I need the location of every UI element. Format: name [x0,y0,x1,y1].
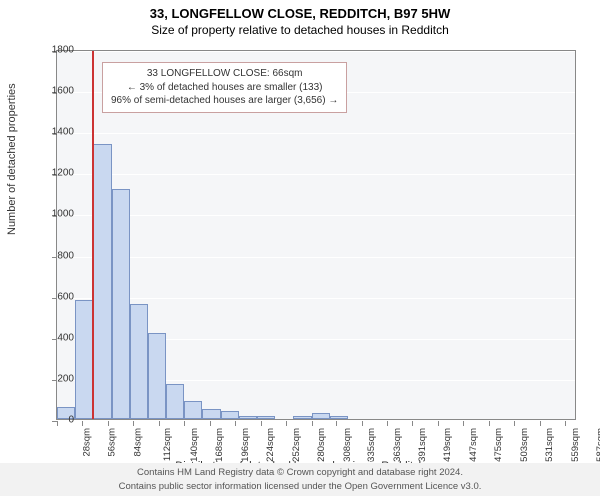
histogram-bar [293,416,311,419]
ytick-label: 1000 [52,209,74,220]
annotation-line: 96% of semi-detached houses are larger (… [111,94,338,108]
xtick-label: 503sqm [519,428,530,462]
ytick-mark [52,380,57,381]
annotation-line: ← 3% of detached houses are smaller (133… [111,81,338,95]
histogram-bar [202,409,220,419]
ytick-label: 1200 [52,168,74,179]
ytick-label: 0 [68,415,74,426]
footer-line: Contains public sector information licen… [0,480,600,493]
xtick-mark [362,421,363,426]
xtick-mark [565,421,566,426]
histogram-bar [257,416,275,419]
xtick-mark [133,421,134,426]
ytick-mark [52,298,57,299]
footer-line: Contains HM Land Registry data © Crown c… [0,466,600,479]
histogram-bar [166,384,184,419]
xtick-label: 335sqm [366,428,377,462]
xtick-mark [57,421,58,426]
property-marker-line [92,51,94,419]
histogram-bar [184,401,202,420]
xtick-label: 56sqm [107,428,118,457]
xtick-mark [184,421,185,426]
xtick-label: 447sqm [468,428,479,462]
xtick-label: 224sqm [265,428,276,462]
xtick-label: 140sqm [189,428,200,462]
ytick-mark [52,339,57,340]
chart-subtitle: Size of property relative to detached ho… [0,21,600,37]
annotation-line: 33 LONGFELLOW CLOSE: 66sqm [111,67,338,81]
histogram-bar [312,413,330,419]
gridline [57,174,575,175]
xtick-label: 252sqm [290,428,301,462]
xtick-label: 363sqm [391,428,402,462]
xtick-mark [336,421,337,426]
xtick-mark [387,421,388,426]
xtick-label: 587sqm [595,428,600,462]
xtick-label: 391sqm [417,428,428,462]
y-axis-label: Number of detached properties [6,83,18,235]
histogram-bar [330,416,348,419]
ytick-label: 1400 [52,127,74,138]
xtick-mark [210,421,211,426]
histogram-bar [239,416,257,419]
xtick-mark [412,421,413,426]
xtick-label: 196sqm [240,428,251,462]
xtick-mark [438,421,439,426]
footer: Contains HM Land Registry data © Crown c… [0,463,600,496]
gridline [57,51,575,52]
ytick-label: 400 [57,332,74,343]
histogram-bar [112,189,130,419]
ytick-label: 600 [57,291,74,302]
xtick-mark [286,421,287,426]
xtick-label: 475sqm [493,428,504,462]
gridline [57,257,575,258]
chart-area: 33 LONGFELLOW CLOSE: 66sqm ← 3% of detac… [56,50,576,420]
gridline [57,421,575,422]
xtick-mark [82,421,83,426]
xtick-label: 559sqm [570,428,581,462]
xtick-label: 28sqm [82,428,93,457]
chart-title: 33, LONGFELLOW CLOSE, REDDITCH, B97 5HW [0,0,600,21]
ytick-mark [52,257,57,258]
xtick-mark [489,421,490,426]
xtick-label: 112sqm [162,428,173,461]
xtick-label: 84sqm [132,428,143,457]
xtick-mark [540,421,541,426]
xtick-mark [108,421,109,426]
histogram-bar [148,333,166,419]
xtick-mark [261,421,262,426]
gridline [57,133,575,134]
histogram-bar [130,304,148,419]
xtick-label: 308sqm [341,428,352,462]
ytick-label: 1800 [52,45,74,56]
xtick-label: 280sqm [316,428,327,462]
gridline [57,215,575,216]
xtick-mark [159,421,160,426]
xtick-mark [514,421,515,426]
gridline [57,298,575,299]
annotation-box: 33 LONGFELLOW CLOSE: 66sqm ← 3% of detac… [102,62,347,113]
histogram-bar [221,411,239,419]
xtick-label: 168sqm [214,428,225,462]
xtick-label: 531sqm [544,428,555,462]
xtick-mark [235,421,236,426]
ytick-label: 1600 [52,86,74,97]
xtick-mark [312,421,313,426]
xtick-mark [463,421,464,426]
ytick-label: 200 [57,373,74,384]
ytick-label: 800 [57,250,74,261]
histogram-bar [93,144,111,419]
xtick-label: 419sqm [442,428,453,462]
